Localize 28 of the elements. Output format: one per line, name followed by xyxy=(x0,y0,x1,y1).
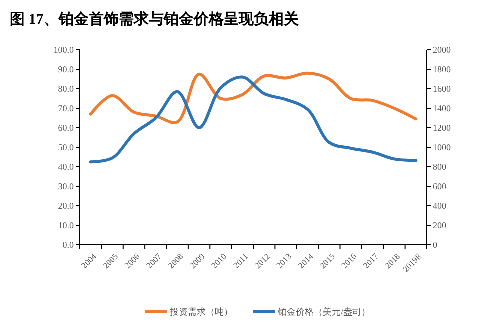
y-tick-label: 10.0 xyxy=(58,220,74,231)
line-series xyxy=(89,76,418,164)
y-tick-label: 40.0 xyxy=(58,162,74,172)
y-tick-label: 0.0 xyxy=(62,240,74,250)
y-tick-label: 50.0 xyxy=(58,142,74,153)
y2-tick-label: 2000 xyxy=(433,45,452,56)
y-tick-label: 90.0 xyxy=(58,64,74,75)
y2-tick-label: 600 xyxy=(433,182,447,192)
y2-tick-label: 0 xyxy=(433,240,438,250)
y2-tick-label: 400 xyxy=(433,201,447,212)
y2-tick-label: 1400 xyxy=(433,104,452,114)
y2-tick-label: 1600 xyxy=(433,84,452,94)
y-tick-label: 30.0 xyxy=(58,182,74,192)
y2-tick-label: 200 xyxy=(433,220,447,231)
y2-tick-label: 1800 xyxy=(433,64,452,75)
legend-label: 铂金价格（美元/盎司） xyxy=(277,307,371,318)
y-tick-label: 20.0 xyxy=(58,201,74,212)
y2-tick-label: 1200 xyxy=(433,123,452,134)
y-tick-label: 100.0 xyxy=(54,45,74,56)
y2-tick-label: 800 xyxy=(433,162,447,172)
y-tick-label: 70.0 xyxy=(58,104,74,114)
x-tick-label: 2011 xyxy=(231,251,250,270)
chart-title: 图 17、铂金首饰需求与铂金价格呈现负相关 xyxy=(10,11,299,28)
y2-tick-label: 1000 xyxy=(433,142,452,153)
line-series xyxy=(89,72,418,124)
y-tick-label: 60.0 xyxy=(58,123,74,134)
legend-label: 投资需求（吨） xyxy=(169,307,233,318)
y-tick-label: 80.0 xyxy=(58,84,74,94)
